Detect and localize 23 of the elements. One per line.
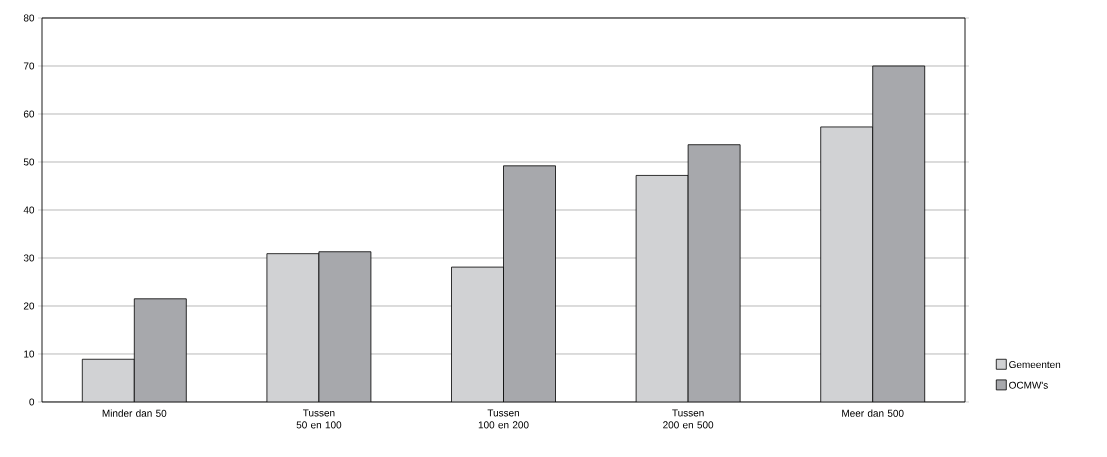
x-tick-label: Tussen 200 en 500	[663, 409, 714, 429]
bar	[635, 175, 689, 402]
x-tick-label: Tussen 50 en 100	[296, 409, 342, 429]
legend-label: OCMW's	[1009, 381, 1048, 389]
y-tick-label: 30	[23, 254, 35, 262]
y-tick-label: 70	[23, 62, 35, 70]
y-tick-label: 60	[23, 110, 35, 118]
y-tick-label: 50	[23, 158, 35, 166]
bar	[81, 358, 135, 402]
y-tick-label: 80	[23, 14, 35, 22]
y-tick-label: 40	[23, 206, 35, 214]
x-tick-label: Meer dan 500	[842, 409, 904, 417]
x-tick-label: Tussen 100 en 200	[478, 409, 529, 429]
bar	[687, 144, 741, 402]
y-tick-label: 0	[29, 398, 35, 406]
bar	[451, 266, 504, 402]
legend-label: Gemeenten	[1009, 361, 1061, 369]
y-tick-label: 20	[23, 302, 35, 310]
bar	[820, 126, 874, 402]
y-tick-label: 10	[24, 350, 35, 358]
bar	[266, 253, 320, 402]
x-tick-label: Minder dan 50	[102, 409, 167, 417]
bar	[318, 251, 372, 402]
